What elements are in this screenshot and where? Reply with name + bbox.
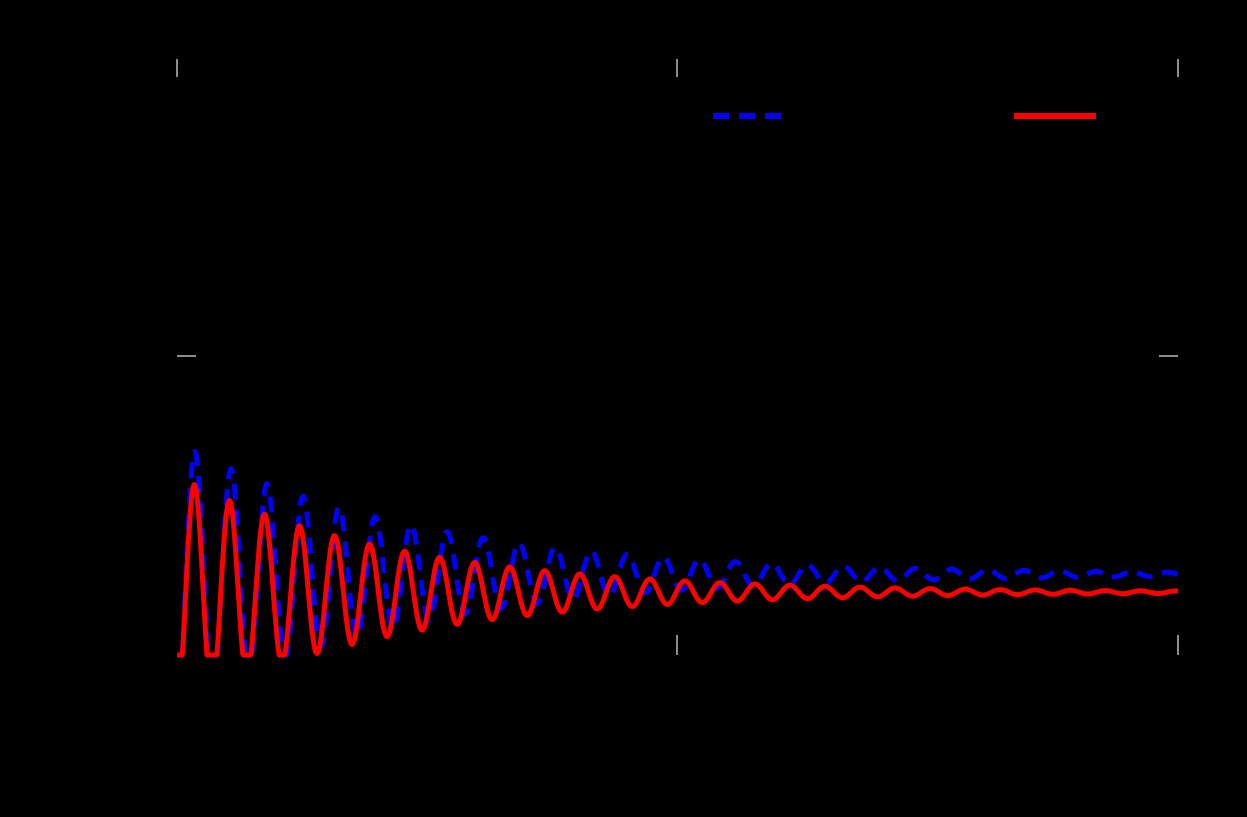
line-series-solid-red [175,482,1180,658]
plot-frame [176,59,1179,655]
series-group [175,449,1180,658]
line-series-dashed-blue [175,449,1180,658]
